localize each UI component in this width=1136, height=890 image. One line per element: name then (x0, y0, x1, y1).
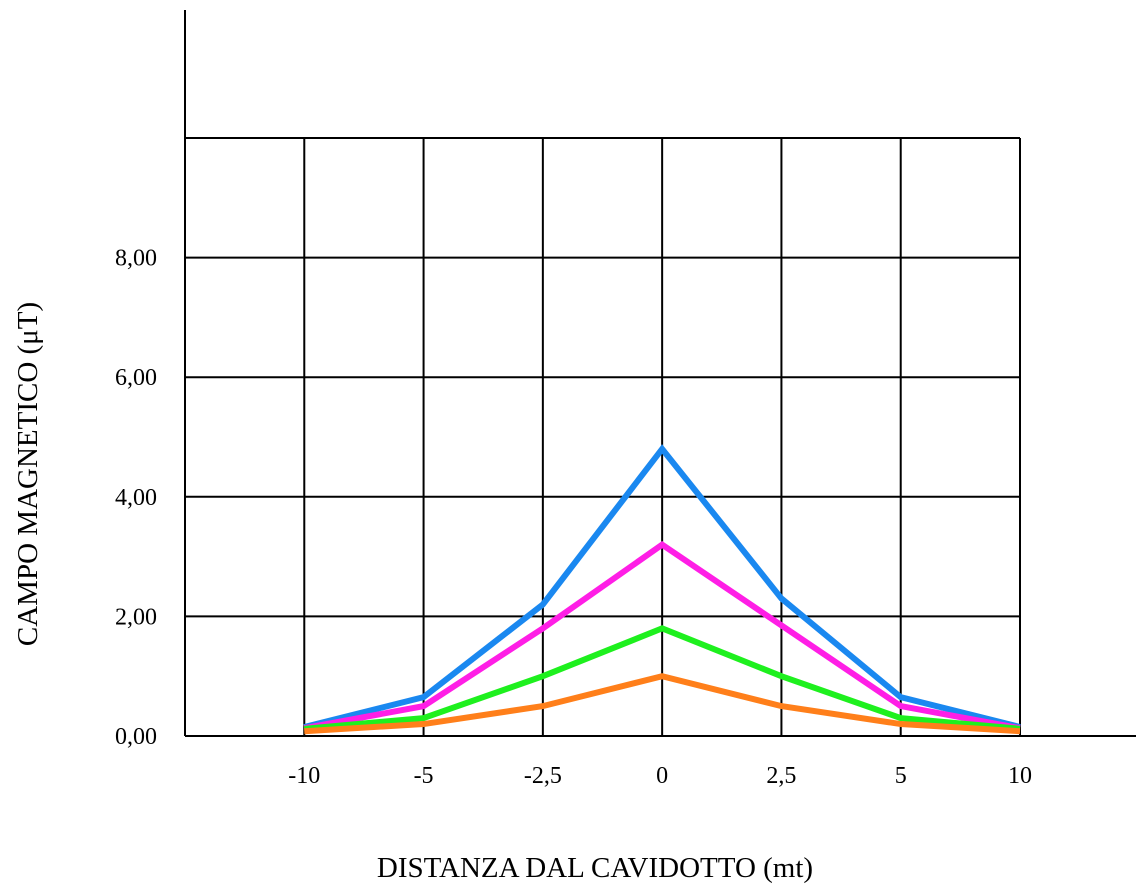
y-tick-labels: 0,00 2,00 4,00 6,00 8,00 (115, 246, 157, 750)
y-axis-title: CAMPO MAGNETICO (μT) (12, 302, 44, 646)
y-tick-label: 6,00 (115, 365, 157, 391)
x-tick-label: -10 (288, 763, 320, 789)
x-tick-label: 5 (895, 763, 907, 789)
series-line-4 (304, 673, 1021, 735)
y-tick-label: 2,00 (115, 604, 157, 630)
x-tick-labels: -10 -5 -2,5 0 2,5 5 10 (288, 763, 1032, 789)
x-tick-label: 2,5 (766, 763, 796, 789)
grid (185, 137, 1021, 736)
y-tick-label: 4,00 (115, 485, 157, 511)
y-tick-label: 8,00 (115, 246, 157, 272)
series-line-2 (303, 540, 1021, 732)
series-line-1 (303, 444, 1021, 730)
axes (184, 10, 1136, 737)
series-group (303, 444, 1021, 735)
y-tick-label: 0,00 (115, 724, 157, 750)
x-axis-title: DISTANZA DAL CAVIDOTTO (mt) (377, 852, 813, 884)
series-line-3 (304, 625, 1021, 732)
x-tick-label: -2,5 (524, 763, 562, 789)
x-tick-label: 10 (1008, 763, 1032, 789)
x-tick-label: 0 (656, 763, 668, 789)
x-tick-label: -5 (414, 763, 434, 789)
